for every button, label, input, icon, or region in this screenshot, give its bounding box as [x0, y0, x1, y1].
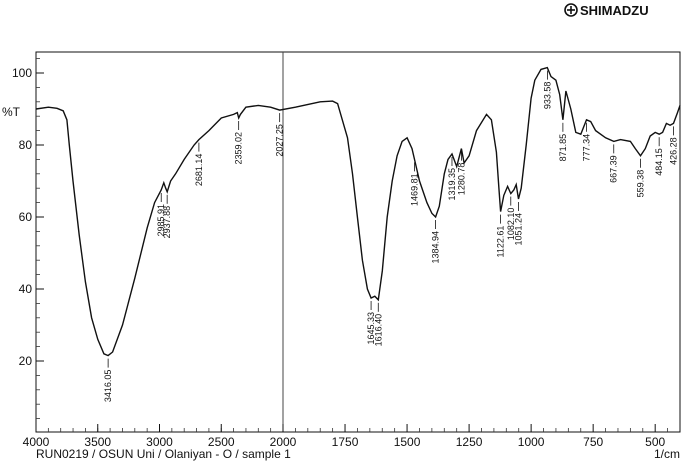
- x-tick-label: 3500: [84, 435, 111, 449]
- x-tick-label: 1500: [394, 435, 421, 449]
- x-minor-ticks: [47, 428, 668, 432]
- y-tick-label: 80: [19, 138, 33, 152]
- peak-label: 1280.78: [456, 163, 466, 196]
- sample-caption: RUN0219 / OSUN Uni / Olaniyan - O / samp…: [36, 447, 291, 461]
- peak-label: 1082.10: [506, 208, 516, 241]
- y-axis-label: %T: [2, 105, 21, 119]
- peak-label: 2027.25: [275, 124, 285, 157]
- x-tick-label: 1250: [456, 435, 483, 449]
- y-minor-ticks: [36, 58, 40, 420]
- peak-label: 777.34: [581, 134, 591, 162]
- peak-label: 1319.35: [447, 168, 457, 201]
- x-tick-label: 1000: [518, 435, 545, 449]
- plot-frame: [35, 51, 681, 433]
- peak-label: 1122.61: [496, 226, 506, 258]
- x-tick-label: 500: [645, 435, 665, 449]
- y-tick-label: 100: [12, 66, 32, 80]
- spectrum-line: [35, 66, 681, 357]
- shimadzu-logo-icon: [564, 3, 578, 17]
- peak-label: 1051.24: [513, 213, 523, 246]
- peak-label: 1645.33: [366, 312, 376, 345]
- x-axis-unit: 1/cm: [654, 447, 680, 461]
- x-tick-label: 1750: [332, 435, 359, 449]
- peak-label: 559.38: [636, 170, 646, 198]
- y-tick-label: 60: [19, 210, 33, 224]
- x-axis-ticks: 4000 3500 3000 2500 2000 1750 1500 1250 1000 750 5…: [23, 424, 666, 449]
- peak-label: 667.39: [609, 155, 619, 183]
- peak-label: 426.28: [669, 137, 679, 165]
- peak-label: 2985.91: [156, 204, 166, 237]
- peak-label: 933.58: [543, 82, 553, 110]
- x-tick-label: 4000: [23, 435, 50, 449]
- brand-logo: SHIMADZU: [564, 3, 649, 18]
- y-tick-label: 20: [19, 354, 33, 368]
- y-axis-ticks: 20 40 60 80 100: [12, 66, 44, 368]
- peak-label: 3416.05: [103, 370, 113, 403]
- x-tick-label: 3000: [146, 435, 173, 449]
- peak-label: 2359.02: [234, 132, 244, 165]
- x-tick-label: 750: [583, 435, 603, 449]
- peak-label: 1616.40: [373, 314, 383, 347]
- brand-name: SHIMADZU: [580, 3, 649, 18]
- peak-label: 2937.88: [162, 206, 172, 239]
- peak-label: 1469.81: [410, 173, 420, 206]
- peak-label: 1384.94: [431, 231, 441, 264]
- x-tick-label: 2500: [208, 435, 235, 449]
- peak-label: 871.85: [558, 134, 568, 162]
- x-tick-label: 2000: [270, 435, 297, 449]
- peak-label: 484.15: [654, 148, 664, 176]
- peak-label: 2681.14: [194, 154, 204, 187]
- y-tick-label: 40: [19, 282, 33, 296]
